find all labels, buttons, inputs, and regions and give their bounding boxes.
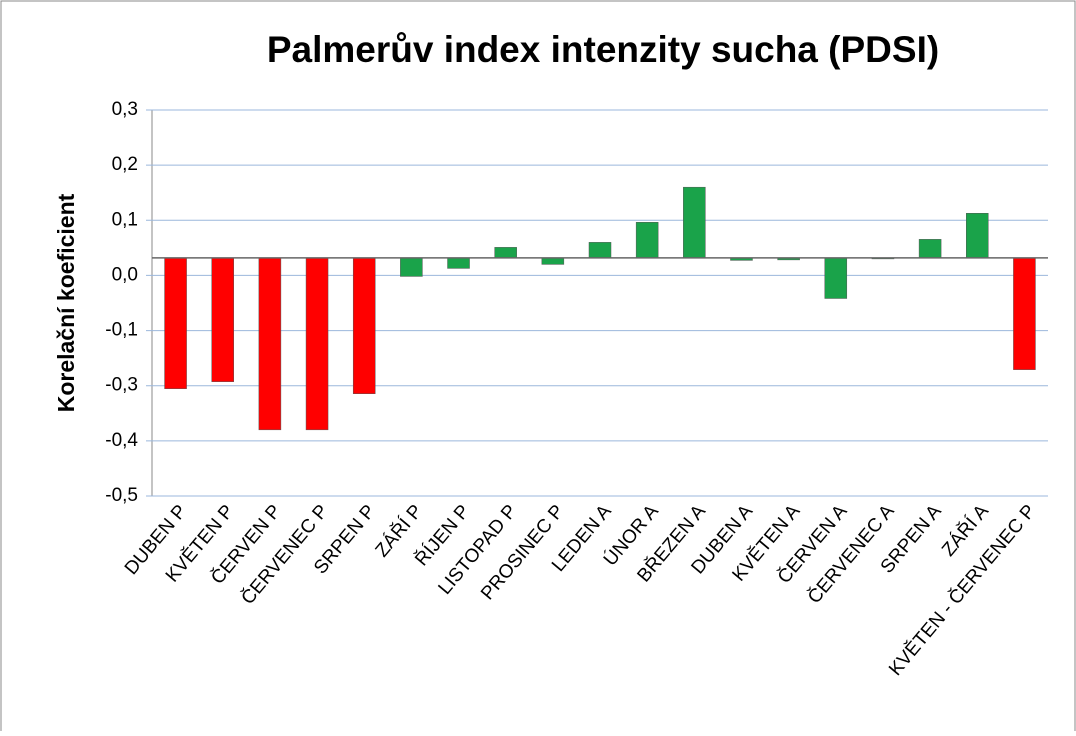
- y-tick-label: -0,4: [105, 430, 138, 451]
- y-tick-label: 0,3: [112, 99, 138, 120]
- bar: [164, 257, 187, 389]
- bar: [305, 257, 329, 431]
- y-tick-label: -0,3: [105, 375, 138, 396]
- bar: [966, 213, 989, 259]
- bar: [447, 257, 470, 269]
- chart-title: Palmerův index intenzity sucha (PDSI): [267, 29, 939, 70]
- bar: [258, 257, 282, 431]
- bar: [918, 239, 942, 259]
- bar: [1013, 257, 1036, 370]
- y-tick-label: -0,5: [105, 485, 138, 506]
- y-tick-label: 0,1: [112, 209, 138, 230]
- bar: [352, 257, 376, 394]
- bar: [824, 257, 848, 299]
- bar: [494, 247, 517, 259]
- y-tick-label: 0,0: [112, 264, 138, 285]
- bar: [588, 242, 612, 259]
- bar: [400, 257, 423, 277]
- bar: [211, 257, 234, 382]
- y-tick-label: -0,1: [105, 320, 138, 341]
- bar: [541, 257, 565, 265]
- y-tick-label: 0,2: [112, 154, 138, 175]
- bar: [635, 222, 659, 259]
- bar: [683, 186, 706, 259]
- y-axis-label: Korelační koeficient: [53, 193, 79, 412]
